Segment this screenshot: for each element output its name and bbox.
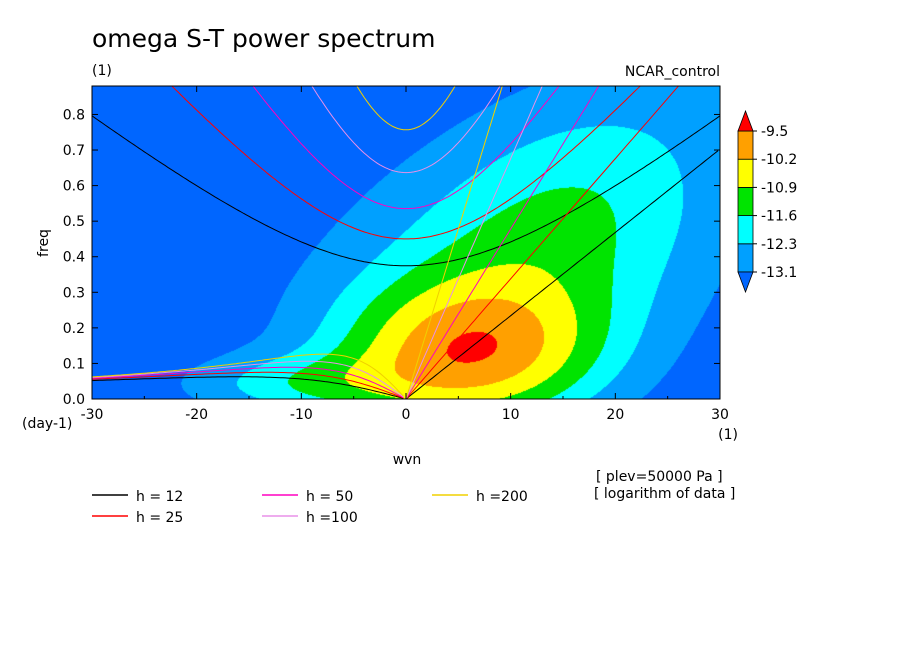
dispersion-curve-ig-h12 (92, 115, 720, 267)
dispersion-curve-er-h25 (92, 371, 404, 399)
colorbar-segment (737, 158, 754, 188)
colorbar-label: -10.9 (761, 180, 797, 196)
dispersion-curve-er-h50 (92, 366, 404, 399)
dispersion-curves (92, 86, 720, 399)
dispersion-curve-ig-h25 (171, 86, 641, 240)
colorbar-label: -10.2 (761, 152, 797, 168)
y-tick-label: 0.7 (63, 143, 85, 159)
legend-label-h12: h = 12 (136, 489, 183, 505)
x-tick-label: 10 (502, 407, 520, 423)
y-axis-label: freq (36, 229, 52, 257)
dispersion-curve-er-h12 (92, 376, 404, 399)
heatmap-raster (92, 86, 720, 399)
legend-label-h200: h =200 (476, 489, 528, 505)
x-tick-label: 0 (402, 407, 411, 423)
dispersion-curve-ig-h100 (311, 86, 501, 174)
dispersion-curve-kelvin-h50 (406, 86, 600, 399)
colorbar-min-arrow (737, 271, 754, 294)
y-tick-label: 0.6 (63, 179, 85, 195)
legend-label-h25: h = 25 (136, 510, 183, 526)
colorbar-segment (737, 215, 754, 245)
dispersion-curve-ig-h200 (356, 86, 456, 131)
colorbar-label: -12.3 (761, 237, 797, 253)
dispersion-curve-kelvin-h25 (406, 86, 680, 399)
x-tick-label: -10 (290, 407, 313, 423)
case-name: NCAR_control (625, 64, 720, 80)
colorbar-label: -13.1 (761, 265, 797, 281)
dispersion-curve-kelvin-h100 (406, 86, 543, 398)
dispersion-curve-er-h200 (92, 353, 404, 397)
legend-label-h100: h =100 (306, 510, 358, 526)
colorbar-max-arrow (737, 109, 754, 132)
colorbar-label: -11.6 (761, 209, 797, 225)
colorbar-label: -9.5 (761, 124, 788, 140)
y-tick-label: 0.3 (63, 285, 85, 301)
dispersion-curve-kelvin-h200 (406, 86, 503, 398)
y-axis: 0.0 0.1 0.2 0.3 0.4 0.5 0.6 0.7 0.8 (63, 107, 720, 408)
dispersion-curve-ig-h50 (252, 86, 560, 210)
y-tick-label: 0.0 (63, 392, 85, 408)
chart-title: omega S-T power spectrum (92, 24, 436, 53)
dispersion-curve-er-h100 (92, 360, 404, 398)
colorbar-segment (737, 130, 754, 160)
x-axis-label: wvn (393, 452, 422, 468)
y-tick-label: 0.1 (63, 356, 85, 372)
y-tick-label: 0.8 (63, 107, 85, 123)
colorbar: -13.1 -12.3 -11.6 -10.9 -10.2 -9.5 (737, 109, 797, 294)
y-tick-label: 0.4 (63, 250, 85, 266)
power-spectrum-heatmap (92, 86, 720, 399)
y-tick-label: 0.2 (63, 321, 85, 337)
legend-label-h50: h = 50 (306, 489, 353, 505)
colorbar-segment (737, 186, 754, 216)
x-tick-label: 30 (711, 407, 729, 423)
chart-subtitle: (1) (92, 63, 112, 79)
curve-legend: h = 12 h = 25 h = 50 h =100 h =200 (92, 489, 528, 526)
dispersion-curve-kelvin-h12 (406, 150, 719, 399)
x-tick-label: -30 (81, 407, 104, 423)
x-tick-label: 20 (606, 407, 624, 423)
x-tick-label: -20 (185, 407, 208, 423)
annotation-log: [ logarithm of data ] (594, 486, 735, 502)
y-tick-label: 0.5 (63, 214, 85, 230)
colorbar-segment (737, 243, 754, 273)
x-axis: -30 -20 -10 0 10 20 30 (81, 86, 729, 423)
x-axis-unit: (1) (718, 427, 738, 443)
y-axis-unit: (day-1) (22, 416, 72, 432)
annotation-plev: [ plev=50000 Pa ] (596, 469, 723, 485)
